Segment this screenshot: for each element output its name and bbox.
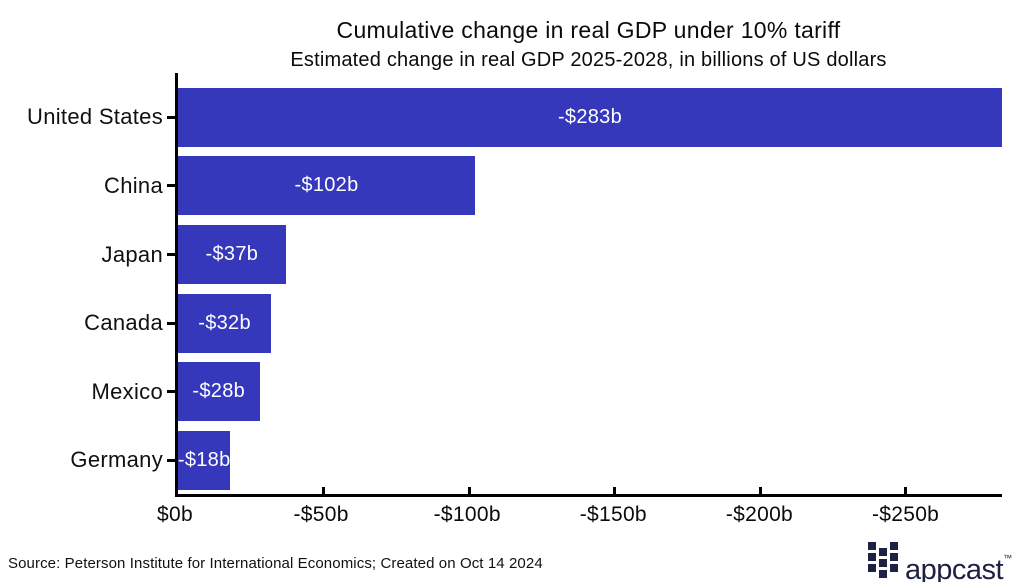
- x-axis-tick: [613, 487, 617, 494]
- plot-panel: -$283b -$102b -$37b -$32b -$28b -$18b: [175, 73, 1002, 497]
- bar-row: -$37b: [178, 220, 1002, 289]
- y-axis-tick: [167, 253, 175, 256]
- y-label-mexico: Mexico: [91, 378, 163, 404]
- bar-value-label: -$28b: [192, 380, 246, 403]
- y-label-united-states: United States: [27, 104, 163, 130]
- logo-square: [868, 553, 876, 561]
- bar-row: -$32b: [178, 289, 1002, 358]
- x-axis-tick-labels: $0b -$50b -$100b -$150b -$200b -$250b: [0, 503, 1024, 529]
- x-tick-label: -$250b: [871, 503, 940, 526]
- y-axis-category-labels: United States China Japan Canada Mexico Germa…: [0, 73, 163, 497]
- bar-canada: -$32b: [178, 293, 272, 353]
- bar-value-label: -$102b: [294, 174, 359, 197]
- x-axis-tick: [467, 487, 471, 494]
- x-axis-tick: [904, 487, 908, 494]
- x-tick-label: -$150b: [579, 503, 647, 526]
- bar-united-states: -$283b: [178, 87, 1002, 147]
- logo-square: [879, 570, 887, 578]
- y-axis-tick: [167, 115, 175, 119]
- x-tick-label: -$100b: [433, 503, 501, 526]
- y-label-germany: Germany: [70, 447, 163, 473]
- y-label-japan: Japan: [101, 241, 163, 267]
- y-axis-tick: [167, 458, 175, 462]
- bar-mexico: -$28b: [178, 362, 260, 422]
- source-caption: Source: Peterson Institute for Internati…: [8, 555, 543, 572]
- x-tick-label: -$200b: [725, 503, 794, 526]
- bar-china: -$102b: [178, 156, 475, 216]
- bar-row: -$28b: [178, 357, 1002, 426]
- logo-grid-column: [868, 542, 876, 581]
- logo-square: [890, 564, 898, 572]
- chart-title: Cumulative change in real GDP under 10% …: [336, 17, 841, 43]
- appcast-grid-icon: [868, 542, 898, 581]
- bar-value-label: -$32b: [198, 311, 251, 334]
- bar-value-label: -$18b: [177, 448, 231, 471]
- logo-square: [890, 553, 898, 561]
- y-label-canada: Canada: [84, 310, 163, 336]
- y-axis-tick: [167, 184, 175, 188]
- logo-square: [879, 548, 887, 556]
- bar-value-label: -$37b: [205, 242, 259, 265]
- logo-wordmark: appcast™: [905, 538, 1012, 582]
- y-label-china: China: [104, 172, 163, 198]
- logo-trademark: ™: [1003, 553, 1013, 563]
- x-axis-tick: [322, 487, 326, 494]
- bar-germany: -$18b: [177, 430, 231, 490]
- bar-japan: -$37b: [178, 224, 286, 284]
- title-block: Cumulative change in real GDP under 10% …: [175, 16, 1002, 72]
- logo-text: appcast: [905, 554, 1004, 582]
- logo-square: [890, 542, 898, 550]
- bar-value-label: -$283b: [557, 105, 623, 128]
- appcast-logo: appcast™: [868, 538, 1012, 582]
- logo-square: [868, 564, 876, 572]
- x-tick-label: -$50b: [293, 503, 349, 526]
- logo-square: [879, 559, 887, 567]
- y-axis-tick: [167, 321, 175, 325]
- y-axis-tick: [167, 390, 175, 394]
- x-tick-label: $0b: [157, 503, 193, 526]
- bar-row: -$283b: [178, 83, 1002, 152]
- chart-subtitle: Estimated change in real GDP 2025-2028, …: [290, 49, 887, 71]
- bar-row: -$102b: [178, 152, 1002, 221]
- x-axis-tick: [758, 487, 762, 494]
- logo-grid-column: [879, 548, 887, 581]
- logo-square: [868, 542, 876, 550]
- y-axis-ticks: [167, 73, 175, 497]
- bars-container: -$283b -$102b -$37b -$32b -$28b -$18b: [178, 83, 1002, 495]
- logo-grid-column: [890, 542, 898, 581]
- bar-row: -$18b: [178, 426, 1002, 495]
